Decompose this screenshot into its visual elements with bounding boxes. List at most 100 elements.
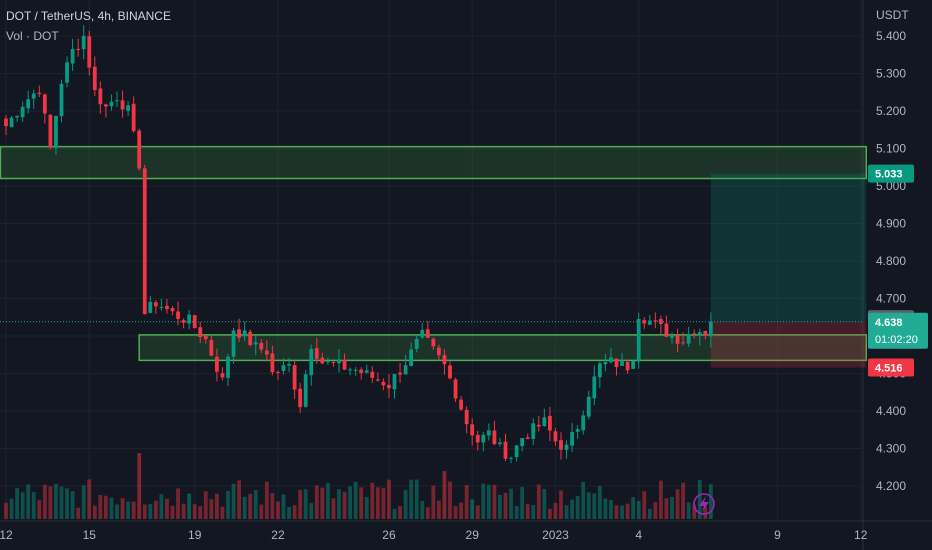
candle-body [631, 360, 636, 369]
volume-bar [159, 494, 164, 519]
volume-bar [37, 500, 42, 519]
candle-body [675, 335, 680, 344]
candle-body [375, 379, 380, 381]
volume-bar [470, 499, 475, 519]
volume-bar [70, 491, 75, 519]
volume-bar [215, 493, 219, 519]
volume-bar [686, 502, 691, 519]
candle-body [287, 363, 291, 366]
candle-body [581, 415, 586, 431]
time-tick: 4 [635, 528, 642, 542]
time-axis[interactable]: 12 15 19 22 26 29 2023 4 9 12 [0, 528, 868, 542]
volume-bar [298, 489, 303, 519]
volume-bar [281, 494, 286, 519]
candle-body [15, 116, 19, 118]
price-tick: 4.700 [876, 292, 906, 306]
candle-body [326, 361, 330, 363]
volume-bar [109, 497, 114, 519]
candle-body [203, 335, 208, 340]
candle-body [237, 329, 241, 338]
volume-bar [270, 493, 275, 519]
volume-bar [259, 504, 264, 519]
volume-bar [337, 489, 341, 519]
candle-body [403, 365, 408, 375]
candle-body [26, 99, 31, 109]
volume-bar [242, 496, 247, 519]
volume-bar [65, 488, 69, 519]
candle-body [298, 388, 303, 408]
candle-body [453, 379, 458, 399]
volume-indicator-label[interactable]: Vol · DOT [6, 29, 59, 43]
volume-bar [220, 506, 225, 519]
candle-body [331, 361, 336, 363]
long-position-tool[interactable] [0, 173, 867, 368]
candle-body [98, 88, 103, 105]
volume-bar [165, 498, 169, 519]
volume-bar [542, 488, 547, 519]
candle-body [9, 117, 14, 128]
volume-bar [414, 479, 419, 519]
candle-body [59, 83, 64, 117]
candle-body [586, 396, 591, 417]
price-tick: 5.300 [876, 67, 906, 81]
last-price-tag [868, 312, 928, 349]
candle-body [448, 365, 452, 379]
stop-area [710, 321, 867, 368]
candle-body [109, 101, 114, 107]
volume-bar [287, 507, 291, 519]
volume-bar [326, 482, 330, 519]
candle-body [248, 331, 253, 346]
candle-body [54, 115, 58, 148]
candle-body [42, 94, 47, 114]
volume-bar [453, 506, 458, 519]
candle-body [276, 371, 280, 373]
candle-body [520, 438, 525, 447]
symbol-title[interactable]: DOT / TetherUS, 4h, BINANCE [6, 9, 171, 23]
volume-bar [586, 492, 591, 519]
volume-bar [203, 491, 208, 519]
candle-body [625, 361, 630, 371]
volume-bar [647, 508, 652, 519]
volume-bar [115, 504, 119, 519]
volume-bar [387, 479, 391, 519]
volume-bar [437, 500, 441, 519]
volume-bar [431, 485, 436, 519]
volume-bar [153, 500, 158, 519]
volume-bar [381, 487, 386, 519]
candle-body [647, 320, 652, 325]
candle-body [381, 381, 386, 386]
volume-bar [375, 487, 380, 519]
volume-bar [104, 495, 108, 519]
price-axis[interactable]: USDT5.4005.3005.2005.1005.0004.9004.8004… [876, 8, 909, 493]
volume-bar [292, 505, 297, 519]
volume-bar [670, 496, 674, 519]
volume-bar [76, 507, 81, 519]
candle-body [553, 431, 558, 442]
volume-bar [531, 504, 536, 519]
volume-bar [603, 498, 608, 519]
candle-body [198, 327, 203, 338]
volume-bar [459, 502, 463, 519]
volume-bar [276, 501, 280, 519]
last-price-label: 4.638 [875, 317, 903, 329]
volume-bar [492, 484, 497, 519]
volume-bar [54, 483, 58, 519]
time-tick: 19 [188, 528, 202, 542]
candle-body [398, 372, 402, 375]
volume-bar [237, 480, 241, 519]
candle-body [87, 36, 92, 68]
price-tag [868, 358, 914, 377]
candle-body [209, 339, 214, 356]
volume-bar [248, 493, 253, 519]
volume-bar [609, 500, 613, 519]
candle-body [165, 305, 169, 310]
lightning-icon[interactable] [693, 493, 715, 515]
candle-body [281, 365, 286, 371]
candle-body [76, 48, 81, 50]
candle-body [708, 321, 713, 337]
candle-body [120, 100, 125, 110]
volume-bar [614, 505, 619, 519]
candle-body [48, 114, 53, 148]
volume-bar [692, 504, 697, 519]
